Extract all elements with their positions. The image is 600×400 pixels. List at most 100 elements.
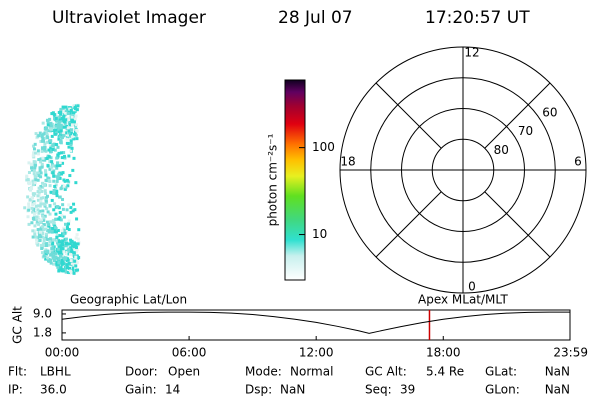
pixel — [54, 251, 58, 255]
pixel — [37, 134, 41, 138]
pixel — [64, 237, 68, 241]
pixel — [53, 224, 57, 228]
pixel — [65, 178, 69, 182]
pixel — [58, 176, 62, 180]
pixel — [34, 204, 38, 208]
pixel — [64, 244, 68, 248]
pixel — [56, 127, 60, 131]
pixel — [66, 242, 70, 246]
pixel — [57, 151, 61, 155]
x-tick-label: 06:00 — [172, 346, 207, 360]
pixel — [72, 156, 76, 160]
pixel — [60, 262, 64, 266]
pixel — [74, 258, 78, 262]
pixel — [64, 105, 68, 109]
pixel — [44, 257, 48, 261]
pixel — [75, 129, 79, 133]
pixel — [73, 208, 77, 212]
pixel — [39, 171, 43, 175]
pixel — [65, 226, 69, 230]
pixel — [39, 196, 43, 200]
pixel — [26, 215, 30, 219]
pixel — [68, 137, 72, 141]
pixel — [56, 265, 60, 269]
altitude-line — [61, 311, 570, 334]
pixel — [72, 202, 76, 206]
pixel — [61, 197, 65, 201]
pixel — [59, 107, 63, 111]
pixel — [74, 266, 78, 270]
pixel — [36, 208, 40, 212]
pixel — [46, 164, 50, 168]
pixel — [33, 142, 37, 146]
pixel — [69, 246, 73, 250]
pixel — [47, 155, 51, 159]
pixel — [32, 169, 36, 173]
pixel — [44, 252, 48, 256]
pixel — [32, 193, 36, 197]
pixel — [56, 117, 60, 121]
pixel — [57, 130, 61, 134]
pixel — [45, 207, 49, 211]
pixel — [51, 122, 55, 126]
pixel — [44, 178, 48, 182]
pixel — [75, 261, 79, 265]
pixel — [32, 151, 36, 155]
pixel — [69, 130, 73, 134]
lat-label: 80 — [494, 143, 509, 157]
pixel — [74, 250, 78, 254]
pixel — [74, 133, 78, 137]
pixel — [28, 198, 32, 202]
pixel — [64, 241, 68, 245]
info-label: Door: — [125, 365, 158, 379]
colorbar — [284, 79, 306, 281]
pixel — [72, 108, 76, 112]
uv-image — [23, 103, 81, 275]
pixel — [57, 115, 61, 119]
mlt-label: 0 — [468, 280, 476, 294]
pixel — [39, 185, 43, 189]
pixel — [62, 109, 66, 113]
pixel — [69, 259, 73, 263]
info-value: NaN — [280, 383, 305, 397]
pixel — [70, 117, 74, 121]
pixel — [50, 134, 54, 138]
pixel — [49, 121, 53, 125]
pixel — [52, 125, 56, 129]
pixel — [59, 123, 63, 127]
pixel — [70, 115, 74, 119]
pixel — [55, 124, 59, 128]
pixel — [46, 238, 50, 242]
pixel — [57, 217, 61, 221]
pixel — [38, 131, 42, 135]
pixel — [60, 213, 64, 217]
pixel — [43, 136, 47, 140]
pixel — [44, 199, 48, 203]
pixel — [56, 123, 60, 127]
pixel — [51, 226, 55, 230]
pixel — [47, 243, 51, 247]
pixel — [50, 247, 54, 251]
pixel — [57, 245, 61, 249]
mlt-label: 18 — [340, 155, 355, 169]
pixel — [42, 254, 46, 258]
pixel — [39, 230, 43, 234]
pixel — [55, 119, 59, 123]
pixel — [39, 235, 43, 239]
pixel — [30, 187, 34, 191]
pixel — [57, 269, 61, 273]
pixel — [55, 261, 59, 265]
y-tick-label: 1.8 — [33, 325, 52, 339]
pixel — [38, 233, 42, 237]
pixel — [68, 242, 72, 246]
pixel — [39, 175, 43, 179]
pixel — [74, 242, 78, 246]
pixel — [27, 202, 31, 206]
pixel — [57, 172, 61, 176]
pixel — [67, 118, 71, 122]
pixel — [71, 111, 75, 115]
pixel — [45, 244, 49, 248]
pixel — [44, 191, 48, 195]
pixel — [65, 137, 69, 141]
